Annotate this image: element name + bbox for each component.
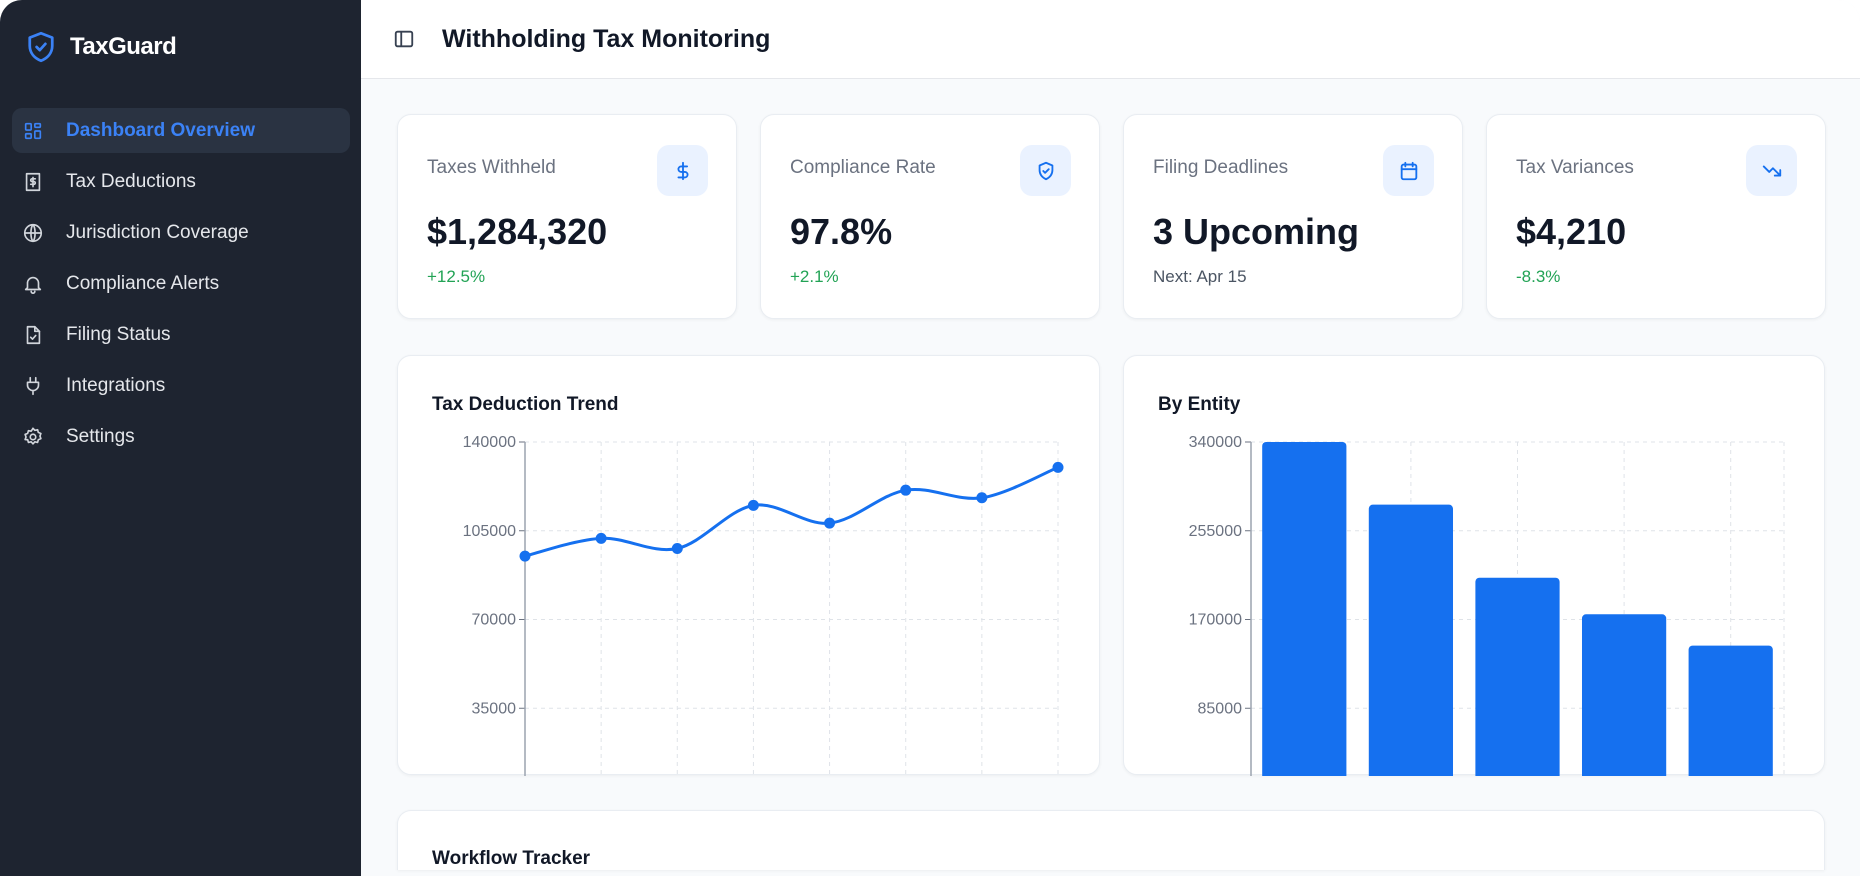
sidebar-nav: Dashboard Overview Tax Deductions Jurisdic… <box>12 108 350 465</box>
trending-down-icon <box>1762 165 1781 176</box>
receipt-dollar-icon <box>25 172 41 191</box>
stat-delta: +2.1% <box>790 267 839 286</box>
series-line <box>524 465 1059 558</box>
y-tick-label: 85000 <box>1198 700 1243 717</box>
data-point <box>976 492 988 504</box>
data-point <box>1052 461 1064 473</box>
brand[interactable]: TaxGuard <box>26 30 177 64</box>
stat-value: 3 Upcoming <box>1153 211 1360 252</box>
y-tick-label: 255000 <box>1189 523 1242 540</box>
data-point <box>900 484 912 496</box>
stat-value: 97.8% <box>790 211 893 252</box>
sidebar-item-integrations[interactable]: Integrations <box>12 363 350 408</box>
sidebar-toggle-icon[interactable] <box>393 28 415 50</box>
bar <box>1262 442 1347 776</box>
data-point <box>747 499 759 511</box>
y-tick-label: 140000 <box>463 434 516 451</box>
grid-icon <box>24 122 42 139</box>
shield-check-icon <box>1038 161 1053 180</box>
stat-icon-box <box>1383 145 1434 196</box>
stat-label: Filing Deadlines <box>1153 157 1289 178</box>
plug-icon <box>26 376 40 395</box>
workflow-card: Workflow Tracker <box>397 810 1825 870</box>
y-tick-label: 170000 <box>1189 612 1242 629</box>
line-chart: 03500070000105000140000JanFebMarAprMayJu… <box>463 434 1064 776</box>
stat-value: $4,210 <box>1516 211 1627 252</box>
stat-icon-box <box>657 145 708 196</box>
sidebar-item-compliance-alerts[interactable]: Compliance Alerts <box>12 261 350 306</box>
stat-value: $1,284,320 <box>427 211 608 252</box>
data-point <box>519 550 531 562</box>
line-chart-card: Tax Deduction Trend 03500070000105000140… <box>397 355 1100 776</box>
stat-icon-box <box>1020 145 1071 196</box>
chart-title: By Entity <box>1158 394 1241 415</box>
sidebar-item-label: Settings <box>66 425 135 447</box>
sidebar-item-tax-deductions[interactable]: Tax Deductions <box>12 159 350 204</box>
sidebar-item-label: Integrations <box>66 374 166 396</box>
stat-card-taxes-withheld: Taxes Withheld $1,284,320 +12.5% <box>397 114 737 319</box>
sidebar-item-label: Dashboard Overview <box>66 119 256 141</box>
bar <box>1368 504 1454 776</box>
page-title: Withholding Tax Monitoring <box>442 24 771 53</box>
chart-title: Tax Deduction Trend <box>432 394 619 415</box>
sidebar-item-label: Tax Deductions <box>66 170 196 192</box>
sidebar-item-filing-status[interactable]: Filing Status <box>12 312 350 357</box>
data-point <box>595 532 607 544</box>
workflow-title: Workflow Tracker <box>432 848 591 869</box>
data-point <box>671 543 683 554</box>
stat-delta: Next: Apr 15 <box>1153 267 1247 286</box>
stat-card-tax-variances: Tax Variances $4,210 -8.3% <box>1486 114 1826 319</box>
shield-check-icon <box>28 31 54 63</box>
dollar-icon <box>677 161 688 180</box>
stat-icon-box <box>1746 145 1797 196</box>
bar <box>1581 614 1667 776</box>
y-tick-label: 35000 <box>472 700 517 717</box>
sidebar-item-label: Filing Status <box>66 323 171 345</box>
bar <box>1475 577 1560 776</box>
bar <box>1688 645 1773 776</box>
sidebar-item-label: Jurisdiction Coverage <box>66 221 249 243</box>
globe-icon <box>23 223 43 242</box>
stat-label: Tax Variances <box>1516 157 1634 178</box>
sidebar-item-label: Compliance Alerts <box>66 272 220 294</box>
stat-card-compliance-rate: Compliance Rate 97.8% +2.1% <box>760 114 1100 319</box>
stat-delta: -8.3% <box>1516 267 1561 286</box>
stat-label: Compliance Rate <box>790 157 936 178</box>
stat-label: Taxes Withheld <box>427 157 556 178</box>
y-tick-label: 340000 <box>1189 434 1242 451</box>
sidebar: TaxGuard Dashboard Overview Tax Deduction… <box>0 0 361 876</box>
header: Withholding Tax Monitoring <box>361 0 1860 79</box>
bar-chart-card: By Entity 085000170000255000340000Corp A… <box>1123 355 1825 776</box>
file-check-icon <box>26 325 41 344</box>
brand-name: TaxGuard <box>70 33 177 60</box>
gear-icon <box>24 426 42 445</box>
y-tick-label: 70000 <box>472 612 517 629</box>
bell-icon <box>24 276 42 294</box>
data-point <box>824 517 836 529</box>
bar-chart: 085000170000255000340000Corp ACorp BCorp… <box>1189 434 1785 776</box>
calendar-icon <box>1400 161 1417 180</box>
y-tick-label: 105000 <box>463 523 516 540</box>
sidebar-item-settings[interactable]: Settings <box>12 414 350 459</box>
sidebar-item-jurisdiction-coverage[interactable]: Jurisdiction Coverage <box>12 210 350 255</box>
sidebar-item-dashboard-overview[interactable]: Dashboard Overview <box>12 108 350 153</box>
stat-delta: +12.5% <box>427 267 486 286</box>
stat-card-filing-deadlines: Filing Deadlines 3 Upcoming Next: Apr 15 <box>1123 114 1463 319</box>
